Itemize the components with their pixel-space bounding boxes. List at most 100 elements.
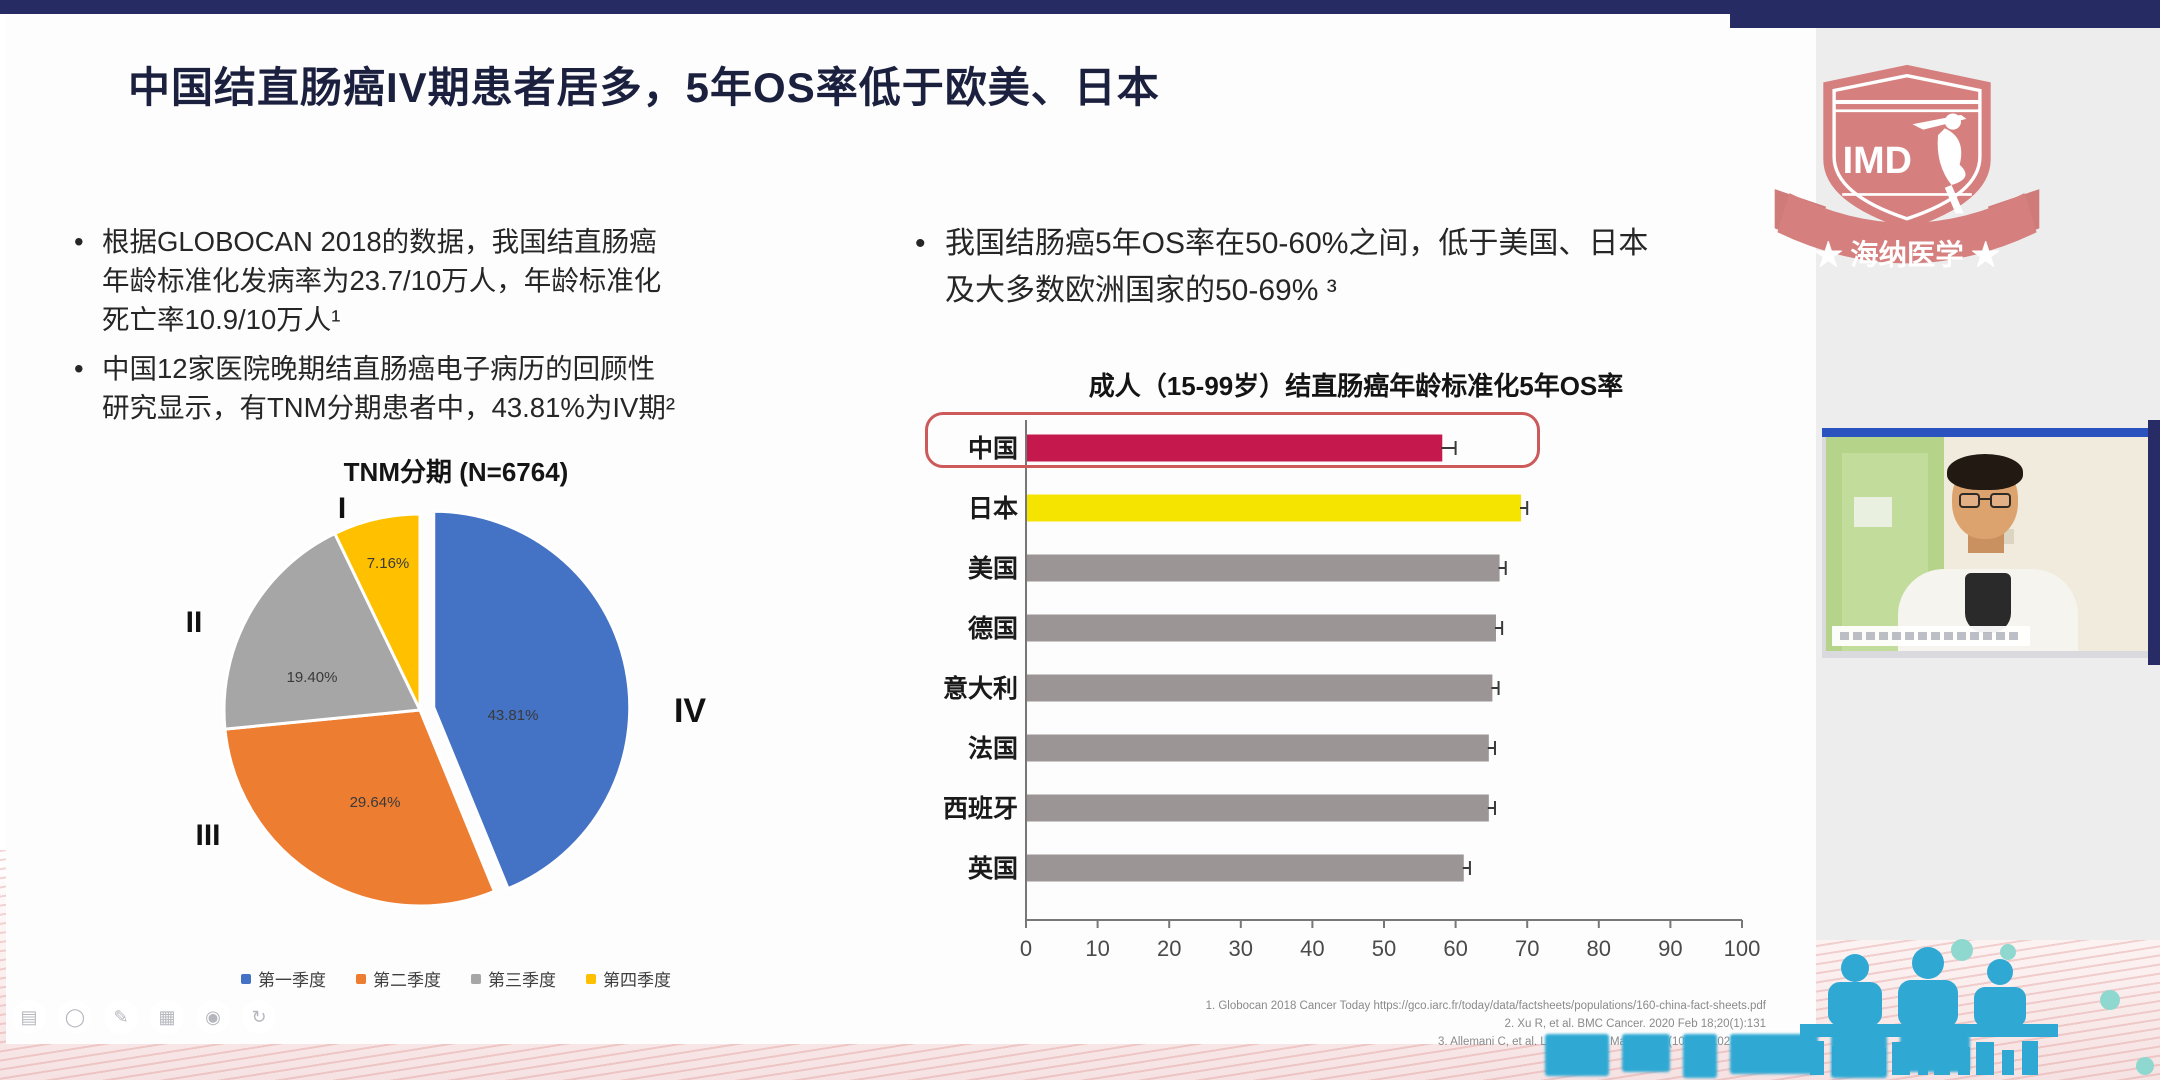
annotation-tool-icon[interactable]: ↻ (242, 1000, 276, 1034)
logo-acronym: IMD (1843, 140, 1912, 182)
silhouette-body (1828, 982, 1882, 1026)
x-tick-label: 0 (1020, 936, 1032, 961)
x-tick-label: 30 (1229, 936, 1253, 961)
annotation-tool-icon[interactable]: ▦ (150, 1000, 184, 1034)
pie-value-label: 43.81% (488, 707, 539, 724)
silhouette-body (1898, 980, 1958, 1028)
bar-category-label: 英国 (968, 855, 1018, 883)
pie-stage-label: I (338, 492, 346, 525)
logo-bird-icon (1912, 113, 1967, 214)
x-tick-label: 70 (1515, 936, 1539, 961)
bar-category-label: 美国 (968, 554, 1018, 583)
logo-ribbon (1777, 193, 2037, 264)
teal-dot (1951, 939, 1973, 961)
presenter-shirt (1965, 573, 2011, 633)
legend-item: 第二季度 (356, 966, 441, 991)
pie-chart-title: TNM分期 (N=6764) (343, 457, 569, 487)
presenter-name-caption (1832, 626, 2030, 646)
x-tick-label: 80 (1587, 936, 1611, 961)
presenter-webcam[interactable] (1822, 428, 2152, 658)
silhouette-head (1987, 959, 2013, 985)
pie-slice-I (332, 512, 422, 711)
bar-chart-title: 成人（15-99岁）结直肠癌年龄标准化5年OS率 (1088, 371, 1624, 401)
left-bullet-list: 根据GLOBOCAN 2018的数据，我国结直肠癌年龄标准化发病率为23.7/1… (72, 222, 676, 437)
bar-法国 (1027, 734, 1489, 762)
bullet-item: 中国12家医院晚期结直肠癌电子病历的回顾性研究显示，有TNM分期患者中，43.8… (72, 349, 676, 427)
bar-德国 (1027, 614, 1496, 642)
webcam-titlebar (1822, 428, 2152, 437)
bar-日本 (1027, 494, 1522, 522)
window-edge-strip (2148, 420, 2160, 665)
annotation-tool-icon[interactable]: ✎ (104, 1000, 138, 1034)
bar-category-label: 意大利 (943, 674, 1018, 703)
legend-label: 第三季度 (488, 971, 556, 990)
logo-rule (1834, 109, 1980, 113)
presenter-hair (1947, 454, 2023, 490)
glasses-icon (1959, 493, 2011, 509)
top-bar (0, 0, 2160, 14)
logo-rule (1834, 99, 1980, 105)
pie-slice-III (223, 708, 497, 908)
legend-item: 第三季度 (471, 966, 556, 991)
slide-title: 中国结直肠癌IV期患者居多，5年OS率低于欧美、日本 (128, 64, 1160, 111)
bullet-item: 根据GLOBOCAN 2018的数据，我国结直肠癌年龄标准化发病率为23.7/1… (72, 222, 676, 339)
pie-slice-IV (432, 509, 632, 891)
legend-label: 第二季度 (373, 971, 441, 990)
presenter-face (1947, 454, 2023, 539)
teal-dot (2136, 1057, 2154, 1075)
annotation-tool-icon[interactable]: ◉ (196, 1000, 230, 1034)
bar-意大利 (1027, 674, 1493, 702)
bullet-text: 根据GLOBOCAN 2018的数据，我国结直肠癌年龄标准化发病率为23.7/1… (102, 226, 662, 336)
pie-stage-label: II (186, 606, 203, 639)
bar-category-label: 西班牙 (943, 795, 1018, 823)
bullet-text: 中国12家医院晚期结直肠癌电子病历的回顾性研究显示，有TNM分期患者中，43.8… (102, 353, 675, 424)
webcam-video[interactable] (1826, 437, 2148, 651)
reference-line: 1. Globocan 2018 Cancer Today https://gc… (1205, 1000, 1766, 1012)
annotation-tool-icon[interactable]: ◯ (58, 1000, 92, 1034)
bar-category-label: 中国 (968, 435, 1018, 463)
annotation-toolbar: ▤ ◯ ✎ ▦ ◉ ↻ (12, 1000, 276, 1034)
legend-item: 第一季度 (241, 966, 326, 991)
legend-marker (241, 973, 251, 984)
x-tick-label: 60 (1443, 936, 1467, 961)
x-tick-label: 90 (1658, 936, 1682, 961)
right-bullet-text: 我国结肠癌5年OS率在50-60%之间，低于美国、日本及大多数欧洲国家的50-6… (911, 220, 1656, 315)
pie-value-label: 29.64% (350, 794, 401, 811)
x-tick-label: 10 (1085, 936, 1109, 961)
teal-reflection-blocks (1545, 1034, 2065, 1080)
logo-shield-inner-border (1832, 73, 1982, 221)
logo-name: ★ 海纳医学 ★ (1814, 239, 2000, 272)
x-tick-label: 20 (1157, 936, 1181, 961)
bar-category-label: 日本 (968, 495, 1018, 523)
bar-美国 (1027, 554, 1500, 582)
pie-legend: 第一季度 第二季度 第三季度 第四季度 (146, 966, 766, 991)
silhouette-head (1912, 947, 1944, 979)
silhouette-body (1974, 987, 2026, 1027)
legend-marker (356, 973, 366, 984)
conference-table (1800, 1024, 2058, 1037)
legend-label: 第四季度 (603, 971, 671, 990)
bar-category-label: 德国 (968, 614, 1018, 643)
logo-rule (1842, 193, 1972, 196)
x-tick-label: 50 (1372, 936, 1396, 961)
legend-item: 第四季度 (586, 966, 671, 991)
silhouette-head (1841, 954, 1869, 982)
bar-英国 (1027, 854, 1464, 882)
legend-marker (586, 973, 596, 984)
x-tick-label: 40 (1300, 936, 1324, 961)
bar-西班牙 (1027, 794, 1489, 822)
tnm-pie-chart: 43.81% IV 29.64% III 19.40% II 7.16% I (186, 492, 706, 908)
x-tick-label: 100 (1724, 936, 1761, 961)
annotation-tool-icon[interactable]: ▤ (12, 1000, 46, 1034)
legend-label: 第一季度 (258, 971, 326, 990)
door-note (1854, 497, 1892, 527)
teal-dot (2000, 944, 2016, 960)
bar-category-label: 法国 (968, 735, 1018, 763)
pie-value-label: 7.16% (367, 555, 410, 572)
pie-stage-label: IV (674, 692, 706, 730)
legend-marker (471, 973, 481, 984)
teal-dot (2100, 990, 2120, 1010)
reference-line: 2. Xu R, et al. BMC Cancer. 2020 Feb 18;… (1504, 1017, 1766, 1030)
